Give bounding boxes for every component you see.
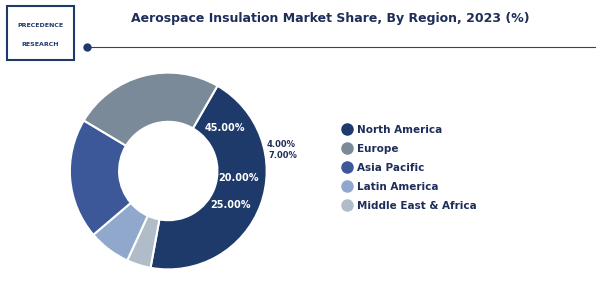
Text: RESEARCH: RESEARCH bbox=[22, 43, 59, 47]
Wedge shape bbox=[70, 121, 131, 235]
Legend: North America, Europe, Asia Pacific, Latin America, Middle East & Africa: North America, Europe, Asia Pacific, Lat… bbox=[342, 122, 480, 214]
Text: 20.00%: 20.00% bbox=[219, 173, 259, 183]
Text: 25.00%: 25.00% bbox=[210, 200, 251, 210]
Text: Aerospace Insulation Market Share, By Region, 2023 (%): Aerospace Insulation Market Share, By Re… bbox=[131, 12, 530, 25]
Text: 7.00%: 7.00% bbox=[269, 151, 298, 160]
Wedge shape bbox=[84, 73, 218, 146]
FancyBboxPatch shape bbox=[7, 6, 75, 60]
Text: 4.00%: 4.00% bbox=[267, 140, 296, 149]
Wedge shape bbox=[150, 86, 267, 269]
Wedge shape bbox=[93, 203, 148, 260]
Wedge shape bbox=[127, 216, 159, 268]
Text: 45.00%: 45.00% bbox=[204, 123, 245, 133]
Text: PRECEDENCE: PRECEDENCE bbox=[17, 23, 64, 28]
